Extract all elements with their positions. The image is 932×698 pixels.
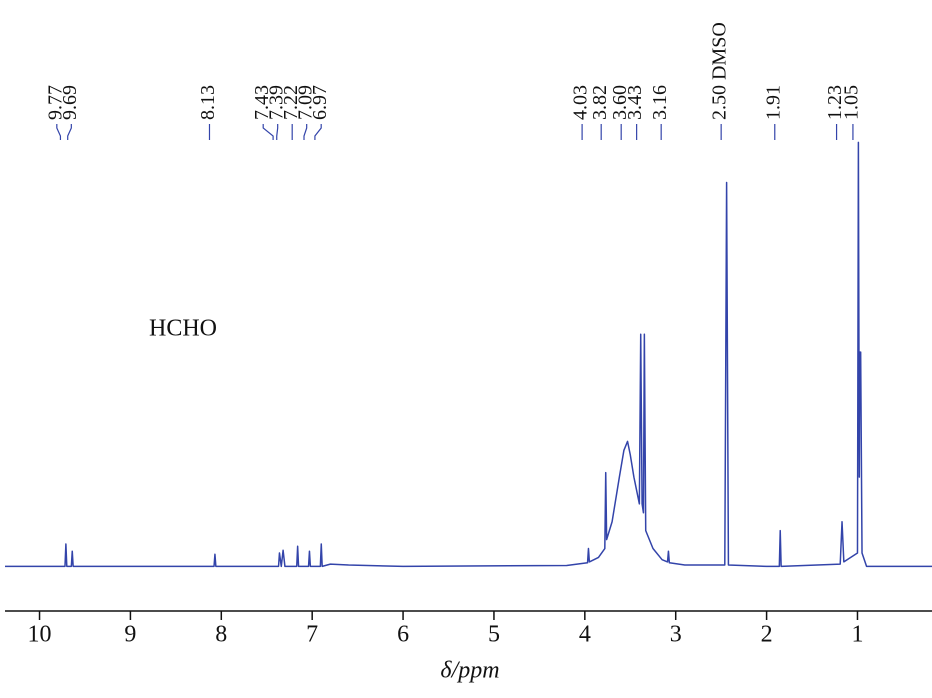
peak-label: 9.77	[44, 85, 66, 120]
peak-label: 7.43	[251, 85, 273, 120]
x-tick-label: 5	[488, 622, 500, 648]
x-tick-label: 4	[579, 622, 591, 648]
x-tick-label: 10	[28, 622, 52, 648]
peak-label: 7.09	[294, 85, 316, 120]
peak-label: 3.16	[649, 85, 671, 120]
peak-label: 3.82	[589, 85, 611, 120]
peak-label: 7.22	[280, 85, 302, 120]
annotation: HCHO	[149, 316, 217, 342]
peak-label: 4.03	[570, 85, 592, 120]
x-tick-label: 6	[397, 622, 409, 648]
peak-label: 1.05	[841, 85, 863, 120]
peak-label: 9.69	[59, 85, 81, 120]
peak-connector	[56, 124, 62, 140]
peak-label: 7.39	[265, 85, 287, 120]
peak-connector	[262, 124, 274, 140]
x-tick-label: 3	[670, 622, 682, 648]
peak-label: 3.43	[624, 85, 646, 120]
peak-connector	[303, 124, 308, 140]
peak-label: 2.50 DMSO	[709, 22, 731, 120]
peak-connector	[67, 124, 72, 140]
x-axis-label: δ/ppm	[440, 658, 499, 684]
peak-label: 1.23	[824, 85, 846, 120]
peak-connector	[276, 124, 279, 140]
peak-label: 1.91	[762, 85, 784, 120]
peak-label: 6.97	[309, 85, 331, 120]
x-tick-label: 2	[761, 622, 773, 648]
peak-label: 3.60	[609, 85, 631, 120]
x-tick-label: 7	[306, 622, 318, 648]
peak-label: 8.13	[197, 85, 219, 120]
x-tick-label: 8	[215, 622, 227, 648]
x-tick-label: 9	[124, 622, 136, 648]
peak-connector	[314, 124, 322, 140]
spectrum-line	[5, 141, 932, 568]
x-tick-label: 1	[851, 622, 863, 648]
